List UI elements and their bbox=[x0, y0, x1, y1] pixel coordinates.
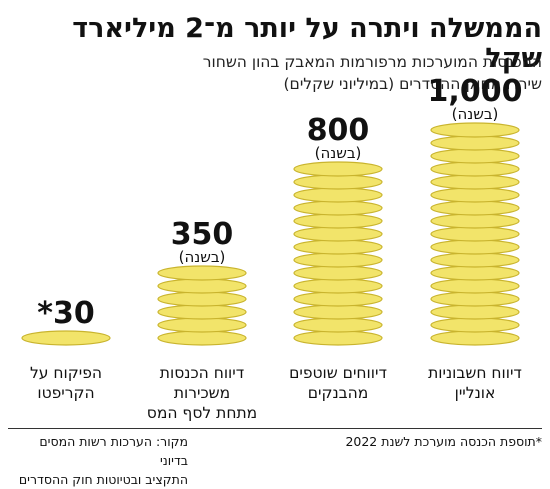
coin bbox=[430, 278, 520, 294]
coin bbox=[430, 330, 520, 346]
value-label: *30 bbox=[37, 296, 94, 331]
coin bbox=[157, 330, 247, 346]
coin bbox=[21, 330, 111, 346]
coin bbox=[430, 317, 520, 333]
coin bbox=[430, 187, 520, 203]
value-label: 350 bbox=[171, 217, 234, 252]
coin bbox=[293, 200, 383, 216]
coin-stack-chart: 1,000(בשנה)דיווח חשבוניותאונליין800(בשנה… bbox=[21, 74, 523, 422]
coin bbox=[430, 252, 520, 268]
coin bbox=[157, 317, 247, 333]
category-label: מהבנקים bbox=[308, 384, 369, 402]
source-note: מקור: הערכות רשות המסים בדיוני התקציב וב… bbox=[8, 432, 188, 489]
coin bbox=[293, 213, 383, 229]
coin bbox=[293, 187, 383, 203]
coin-stack-4 bbox=[21, 330, 111, 346]
coin bbox=[293, 278, 383, 294]
source-line-2: התקציב ובטיוטות חוק ההסדרים bbox=[18, 472, 188, 487]
coin bbox=[157, 278, 247, 294]
coin bbox=[430, 200, 520, 216]
coin bbox=[293, 174, 383, 190]
category-label: דיווח חשבוניות bbox=[428, 364, 522, 382]
footer-divider bbox=[8, 428, 542, 429]
footnote: *תוספת הכנסה מוערכת לשנת 2022 bbox=[345, 434, 542, 449]
category-label: אונליין bbox=[455, 384, 496, 402]
category-label: דיווחים שוטפים bbox=[289, 364, 387, 382]
category-label: הקריפטו bbox=[37, 384, 94, 402]
per-year-label: (בשנה) bbox=[452, 105, 499, 123]
coin bbox=[430, 122, 520, 138]
category-label: דיווח הכנסות bbox=[160, 364, 244, 382]
chart-subtitle-line-1: ההכנסות המוערכות מרפורמות המאבק בהון השח… bbox=[202, 53, 542, 71]
category-label: משכירות bbox=[174, 384, 230, 402]
coin bbox=[293, 330, 383, 346]
coin bbox=[293, 161, 383, 177]
value-label: 1,000 bbox=[428, 74, 523, 109]
coin bbox=[430, 239, 520, 255]
chart-subtitle-line-2: שירדו מחוק ההסדרים (במיליוני שקלים) bbox=[283, 75, 543, 93]
coin bbox=[293, 252, 383, 268]
coin bbox=[293, 226, 383, 242]
coin bbox=[430, 304, 520, 320]
chart-title: הממשלה ויתרה על יותר מ־2 מיליארד שקל bbox=[72, 13, 542, 74]
coin-stack-1 bbox=[430, 122, 520, 346]
coin-stack-2 bbox=[293, 161, 383, 346]
coin bbox=[430, 148, 520, 164]
coin bbox=[430, 265, 520, 281]
coin bbox=[430, 213, 520, 229]
value-label: 800 bbox=[307, 113, 370, 148]
category-label: הפיקוח על bbox=[30, 364, 102, 382]
category-label: מתחת לסף המס bbox=[147, 404, 257, 422]
coin bbox=[430, 161, 520, 177]
coin bbox=[157, 265, 247, 281]
source-line-1: מקור: הערכות רשות המסים בדיוני bbox=[39, 434, 188, 468]
coin bbox=[430, 291, 520, 307]
coin bbox=[157, 304, 247, 320]
coin bbox=[430, 135, 520, 151]
coin bbox=[157, 291, 247, 307]
coin bbox=[293, 291, 383, 307]
coin bbox=[293, 239, 383, 255]
coin bbox=[293, 304, 383, 320]
coin bbox=[293, 317, 383, 333]
coin-stack-3 bbox=[157, 265, 247, 346]
per-year-label: (בשנה) bbox=[315, 144, 362, 162]
coin bbox=[430, 174, 520, 190]
coin bbox=[293, 265, 383, 281]
per-year-label: (בשנה) bbox=[179, 248, 226, 266]
coin bbox=[430, 226, 520, 242]
